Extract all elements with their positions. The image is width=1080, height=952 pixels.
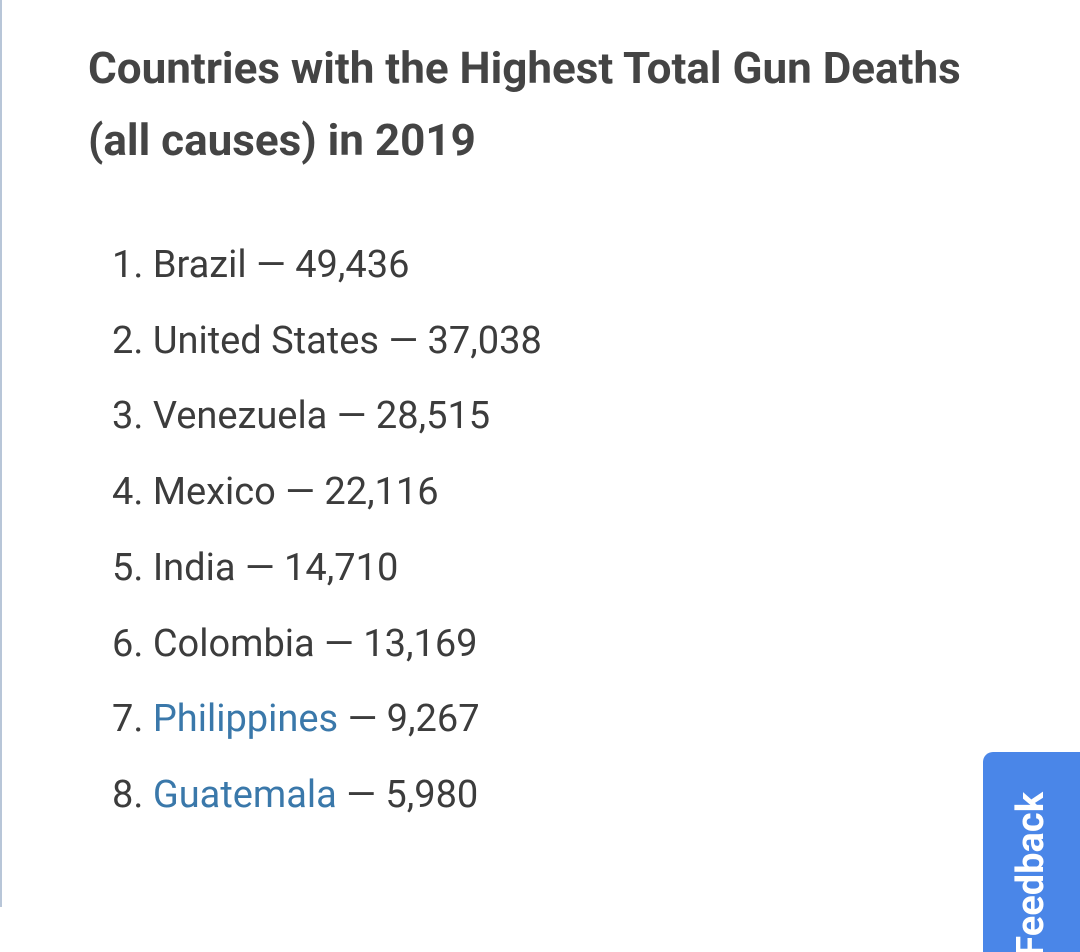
item-number: 3. — [112, 394, 144, 439]
feedback-tab[interactable]: Feedback — [983, 752, 1080, 952]
list-item: 5. India — 14,710 — [112, 531, 542, 607]
country-list: 1. Brazil — 49,436 2. United States — 37,… — [112, 228, 542, 834]
death-count: 5,980 — [385, 772, 479, 817]
item-number: 6. — [112, 621, 144, 666]
article-heading: Countries with the Highest Total Gun Dea… — [88, 42, 961, 166]
death-count: 22,116 — [324, 470, 439, 515]
list-item: 1. Brazil — 49,436 — [112, 228, 542, 304]
country-name: India — [152, 545, 236, 590]
page-edge — [0, 0, 2, 907]
separator: — — [388, 318, 419, 363]
list-item: 2. United States — 37,038 — [112, 304, 542, 380]
separator: — — [244, 545, 275, 590]
list-item: 3. Venezuela — 28,515 — [112, 379, 542, 455]
item-number: 4. — [112, 470, 144, 515]
death-count: 28,515 — [375, 394, 491, 439]
separator: — — [256, 243, 286, 287]
country-name: Venezuela — [152, 394, 328, 439]
feedback-label[interactable]: Feedback — [1009, 792, 1053, 952]
death-count: 13,169 — [363, 621, 478, 666]
list-item: 7. Philippines — 9,267 — [112, 682, 542, 758]
item-number: 5. — [112, 545, 144, 590]
separator: — — [346, 772, 376, 817]
death-count: 14,710 — [284, 545, 399, 590]
country-link[interactable]: Guatemala — [152, 772, 337, 817]
death-count: 49,436 — [295, 243, 410, 287]
list-item: 4. Mexico — 22,116 — [112, 455, 542, 531]
country-name: Colombia — [152, 621, 315, 666]
separator: — — [324, 621, 354, 666]
item-number: 7. — [112, 697, 144, 742]
death-count: 37,038 — [427, 318, 542, 363]
country-link[interactable]: Philippines — [152, 697, 339, 742]
item-number: 8. — [112, 772, 144, 817]
country-name: Mexico — [152, 470, 276, 515]
separator: — — [285, 470, 315, 515]
country-name: Brazil — [152, 243, 247, 287]
item-number: 2. — [112, 318, 144, 363]
separator: — — [336, 394, 367, 439]
death-count: 9,267 — [386, 697, 480, 742]
separator: — — [347, 697, 378, 742]
item-number: 1. — [112, 243, 144, 287]
country-name: United States — [152, 318, 379, 363]
list-item: 6. Colombia — 13,169 — [112, 607, 542, 683]
list-item: 8. Guatemala — 5,980 — [112, 758, 542, 834]
